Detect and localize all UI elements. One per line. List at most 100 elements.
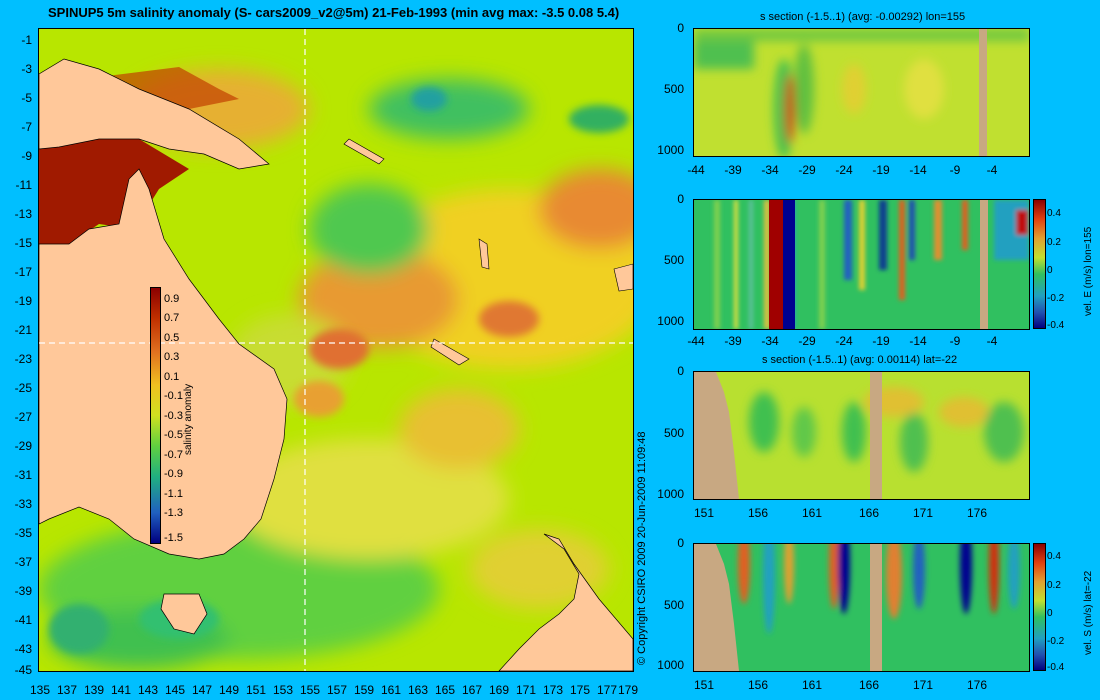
lon-tick: 147 [192, 683, 213, 697]
lon-tick: 165 [435, 683, 456, 697]
cbar-tick: 0.4 [1047, 551, 1061, 562]
cbar-tick: 0 [1047, 608, 1053, 619]
cbar-tick: 0.2 [1047, 237, 1061, 248]
xtick: -4 [986, 334, 998, 348]
lon-tick: 159 [354, 683, 375, 697]
lon-tick: 167 [462, 683, 483, 697]
xtick: 161 [801, 506, 823, 520]
cbar-tick: -0.2 [1047, 293, 1065, 304]
cbar-tick: 0.2 [1047, 580, 1061, 591]
colorbar-tick: 0.5 [164, 332, 180, 344]
lon-tick: 177 [597, 683, 618, 697]
xtick: -4 [986, 163, 998, 177]
colorbar-tick: 0.3 [164, 351, 180, 363]
lon-tick: 137 [57, 683, 78, 697]
lon-tick: 153 [273, 683, 294, 697]
lat-tick: -19 [14, 294, 32, 308]
xtick: -39 [724, 163, 742, 177]
colorbar-tick: -0.9 [164, 468, 183, 480]
lat-tick: -9 [21, 149, 32, 163]
xtick: 161 [801, 678, 823, 692]
xtick: -34 [761, 334, 779, 348]
lon-tick: 171 [516, 683, 537, 697]
xtick: 156 [747, 506, 769, 520]
salinity-map [38, 28, 634, 672]
lon-tick: 161 [381, 683, 402, 697]
salinity-colorbar [150, 287, 161, 544]
map-title: SPINUP5 5m salinity anomaly (S- cars2009… [48, 5, 620, 20]
ytick: 1000 [657, 314, 684, 328]
xtick: -9 [949, 163, 961, 177]
xtick: -39 [724, 334, 742, 348]
lat-tick: -3 [21, 62, 32, 76]
lat-tick: -11 [15, 178, 32, 192]
colorbar-tick: -1.1 [164, 488, 183, 500]
xtick: -29 [798, 334, 816, 348]
cbar-tick: -0.2 [1047, 636, 1065, 647]
xtick: -24 [835, 163, 853, 177]
section1-title: s section (-1.5..1) (avg: -0.00292) lon=… [760, 11, 966, 23]
lon-tick: 143 [138, 683, 159, 697]
xtick: -44 [687, 334, 705, 348]
lon-tick: 149 [219, 683, 240, 697]
velocity-e-colorbar [1033, 199, 1046, 329]
section3-plot [693, 371, 1030, 500]
ytick: 0 [677, 192, 684, 206]
lat-tick: -15 [14, 236, 32, 250]
ytick: 500 [663, 598, 684, 612]
colorbar-tick: 0.9 [164, 293, 180, 305]
xtick: 176 [966, 506, 988, 520]
lat-tick: -43 [14, 642, 32, 656]
xtick: -24 [835, 334, 853, 348]
xtick: -19 [872, 163, 890, 177]
ytick: 1000 [657, 487, 684, 501]
colorbar-tick: -0.1 [164, 390, 183, 402]
cbar-tick: -0.4 [1047, 662, 1065, 673]
lat-tick: -1 [21, 33, 32, 47]
lon-tick: 163 [408, 683, 429, 697]
lon-tick: 145 [165, 683, 186, 697]
lon-tick: 179 [618, 683, 639, 697]
lon-tick: 155 [300, 683, 321, 697]
lat-tick: -33 [14, 497, 32, 511]
lat-tick: -23 [14, 352, 32, 366]
section4-plot [693, 543, 1030, 672]
colorbar-tick: -0.5 [164, 429, 183, 441]
xtick: -29 [798, 163, 816, 177]
xtick: -19 [872, 334, 890, 348]
lat-tick: -31 [14, 468, 32, 482]
lat-tick: -35 [14, 526, 32, 540]
colorbar-label: salinity anomaly [183, 383, 194, 455]
ytick: 0 [677, 21, 684, 35]
section2-cbar-label: vel. E (m/s) lon=155 [1083, 226, 1094, 316]
lat-tick: -27 [14, 410, 32, 424]
xtick: -14 [909, 334, 927, 348]
lon-tick: 151 [246, 683, 267, 697]
xtick: 151 [693, 678, 715, 692]
colorbar-tick: -1.5 [164, 532, 183, 544]
xtick: 166 [858, 678, 880, 692]
lon-tick: 135 [30, 683, 51, 697]
lon-tick: 175 [570, 683, 591, 697]
ytick: 1000 [657, 658, 684, 672]
ytick: 500 [663, 253, 684, 267]
ytick: 0 [677, 536, 684, 550]
xtick: 156 [747, 678, 769, 692]
xtick: -44 [687, 163, 705, 177]
ytick: 500 [663, 426, 684, 440]
lat-tick: -13 [14, 207, 32, 221]
xtick: -14 [909, 163, 927, 177]
section3-title: s section (-1.5..1) (avg: 0.00114) lat=-… [762, 354, 958, 366]
section4-cbar-label: vel. S (m/s) lat=-22 [1083, 570, 1094, 655]
lat-tick: -37 [14, 555, 32, 569]
lon-tick: 169 [489, 683, 510, 697]
lon-tick: 139 [84, 683, 105, 697]
xtick: -34 [761, 163, 779, 177]
colorbar-tick: -0.7 [164, 449, 183, 461]
section2-plot [693, 199, 1030, 330]
colorbar-tick: 0.1 [164, 371, 180, 383]
lon-tick: 173 [543, 683, 564, 697]
lon-tick: 141 [111, 683, 132, 697]
lon-tick: 157 [327, 683, 348, 697]
lat-tick: -17 [14, 265, 32, 279]
